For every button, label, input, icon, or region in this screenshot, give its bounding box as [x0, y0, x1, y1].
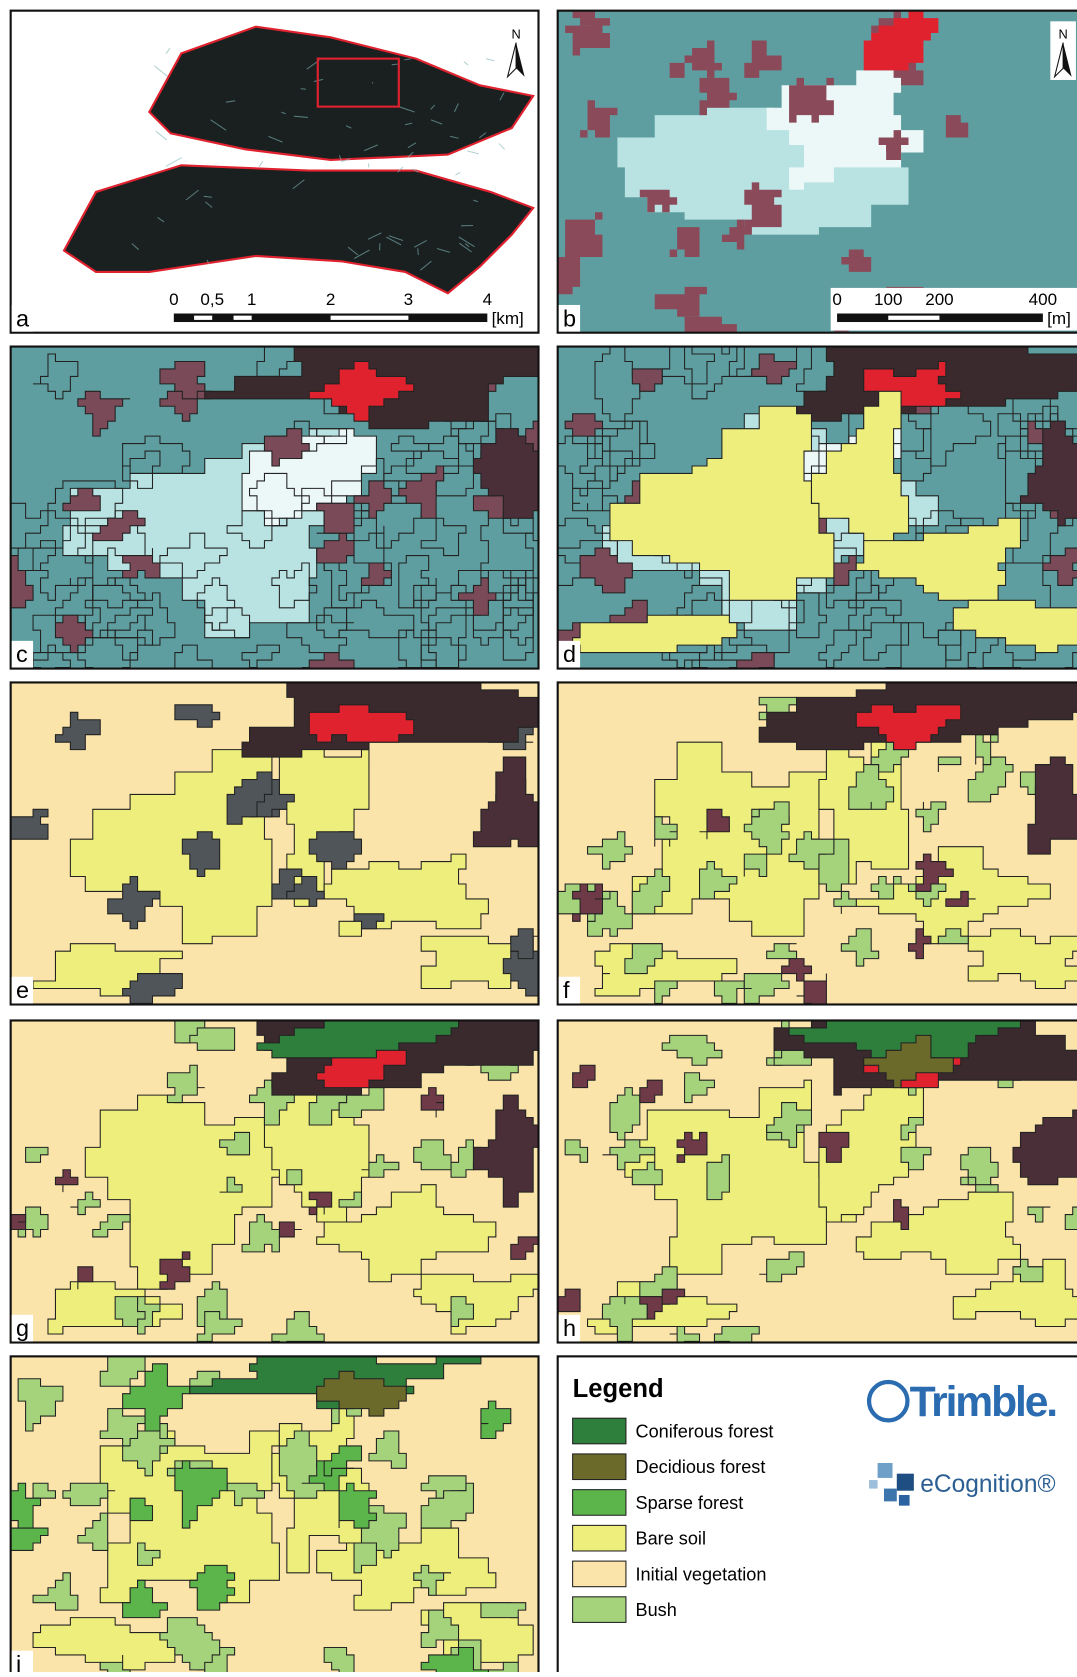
ecognition-mark — [897, 1474, 914, 1491]
panel-label: f — [563, 977, 570, 1003]
legend-swatch — [573, 1561, 626, 1587]
ecognition-mark — [884, 1489, 897, 1502]
map-panel: h — [558, 998, 1077, 1356]
legend-label: Coniferous forest — [636, 1421, 774, 1441]
panel-label: i — [16, 1651, 21, 1672]
legend-label: Bare soil — [636, 1529, 706, 1549]
legend-label: Bush — [636, 1600, 677, 1620]
panel-label: d — [563, 641, 576, 667]
map-panel: d — [543, 317, 1077, 698]
legend-swatch — [573, 1597, 626, 1623]
unclassified — [3, 1215, 25, 1230]
legend-swatch — [573, 1525, 626, 1551]
map-content — [0, 324, 578, 690]
map-content — [3, 653, 585, 1005]
scale-unit: [km] — [492, 309, 524, 328]
scale-bar — [837, 314, 1043, 323]
legend-label: Decidious forest — [636, 1457, 766, 1477]
scale-label: 400 — [1029, 290, 1057, 309]
north-label: N — [511, 26, 520, 41]
north-label: N — [1059, 26, 1068, 41]
scale-label: 3 — [404, 290, 413, 309]
map-content — [558, 998, 1077, 1356]
ecognition-mark — [899, 1495, 910, 1506]
scale-label: 200 — [925, 290, 953, 309]
texture — [418, 248, 419, 255]
map-content — [3, 998, 585, 1349]
scale-label: 2 — [326, 290, 335, 309]
map-panel: e — [3, 653, 585, 1005]
trimble-logo: Trimble. — [910, 1378, 1056, 1426]
map-panel: c — [0, 324, 578, 690]
panel-label: h — [563, 1315, 576, 1341]
scale-label: 0 — [832, 290, 841, 309]
texture — [392, 64, 398, 65]
dark-area — [1028, 757, 1077, 854]
scale-label: 0,5 — [200, 290, 224, 309]
map-panel: a — [11, 11, 539, 333]
map-content — [550, 668, 1077, 1011]
panel-label: b — [563, 305, 576, 331]
panel-label: e — [16, 977, 29, 1003]
legend-swatch — [573, 1418, 626, 1444]
panel-label: a — [16, 305, 30, 331]
legend-panel: Legend Coniferous forest Decidious forest S… — [558, 1356, 1077, 1672]
ecognition-mark — [869, 1480, 878, 1489]
scale-segment — [234, 316, 252, 320]
map-panel: i — [0, 1341, 538, 1672]
figure: a b c d e f g h i 0 0,5 1 2 3 4[km] 0 100 200 400[m] N N Lege… — [0, 0, 1077, 1672]
map-panel: f — [550, 668, 1077, 1011]
legend-title: Legend — [573, 1375, 664, 1403]
legend-label: Sparse forest — [636, 1493, 744, 1513]
scale-segment — [331, 316, 409, 320]
legend-label: Initial vegetation — [636, 1564, 767, 1584]
scale-label: 1 — [247, 290, 256, 309]
scale-label: 100 — [874, 290, 902, 309]
scale-segment — [888, 316, 939, 320]
map-panel: g — [3, 998, 585, 1349]
map-content — [543, 317, 1077, 698]
bare-soil — [968, 929, 1077, 989]
ecognition-mark — [878, 1463, 893, 1478]
scale-label: 4 — [483, 290, 492, 309]
scale-segment — [194, 316, 212, 320]
ecognition-logo: eCognition® — [920, 1471, 1055, 1498]
legend-swatch — [573, 1490, 626, 1516]
scale-label: 0 — [169, 290, 178, 309]
scale-unit: [m] — [1047, 309, 1071, 328]
panel-label: c — [16, 641, 28, 667]
label-box — [12, 1651, 33, 1672]
map-content — [11, 11, 539, 333]
legend-swatch — [573, 1454, 626, 1480]
panel-label: g — [16, 1315, 29, 1341]
map-content — [0, 1341, 538, 1672]
